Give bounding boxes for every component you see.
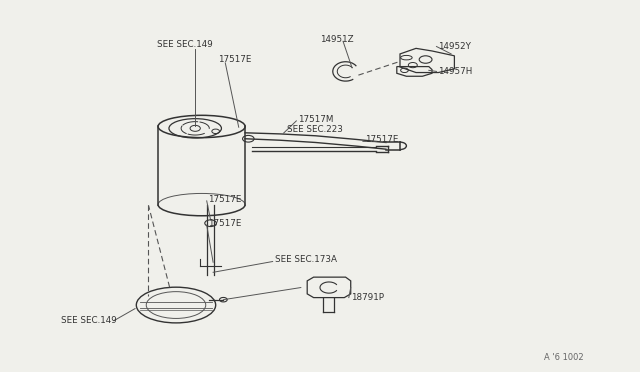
- Text: 18791P: 18791P: [351, 293, 384, 302]
- Text: 17517M: 17517M: [298, 115, 333, 124]
- Text: 17517E: 17517E: [208, 195, 241, 203]
- Text: A '6 1002: A '6 1002: [544, 353, 584, 362]
- Text: 14952Y: 14952Y: [438, 42, 472, 51]
- Text: SEE SEC.149: SEE SEC.149: [61, 316, 116, 325]
- Text: 14957H: 14957H: [438, 67, 473, 76]
- Text: 17517E: 17517E: [218, 55, 251, 64]
- Text: SEE SEC.173A: SEE SEC.173A: [275, 255, 337, 264]
- Text: 17517E: 17517E: [208, 219, 241, 228]
- Text: SEE SEC.223: SEE SEC.223: [287, 125, 342, 134]
- Text: SEE SEC.149: SEE SEC.149: [157, 40, 212, 49]
- Text: 14951Z: 14951Z: [320, 35, 354, 44]
- Text: 17517E: 17517E: [365, 135, 398, 144]
